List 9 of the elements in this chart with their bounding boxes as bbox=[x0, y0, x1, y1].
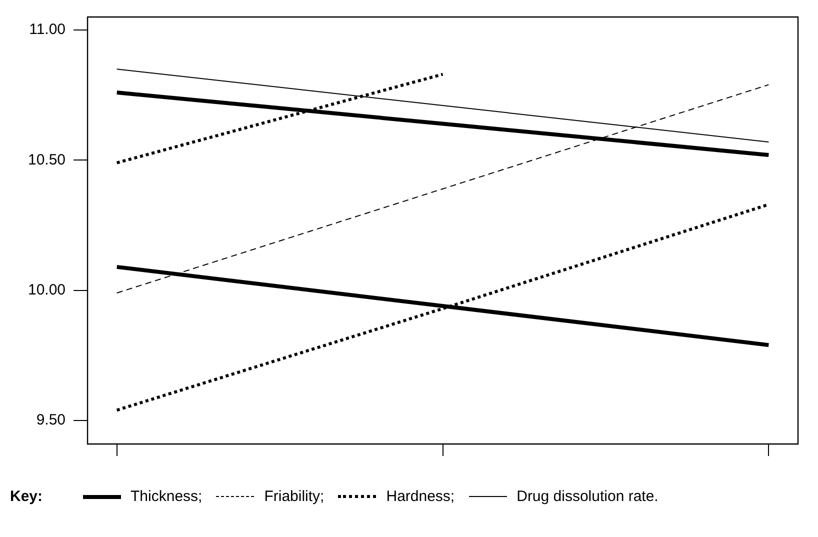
legend-label: Friability; bbox=[264, 488, 324, 505]
y-tick-label: 10.50 bbox=[28, 151, 66, 168]
legend-label: Drug dissolution rate. bbox=[516, 488, 658, 505]
y-tick-label: 11.00 bbox=[29, 21, 66, 38]
y-tick-label: 10.00 bbox=[28, 282, 66, 299]
y-tick-label: 9.50 bbox=[36, 412, 66, 429]
legend-label: Hardness; bbox=[386, 488, 455, 505]
legend-label: Thickness; bbox=[130, 488, 202, 505]
legend-title: Key: bbox=[10, 488, 43, 505]
